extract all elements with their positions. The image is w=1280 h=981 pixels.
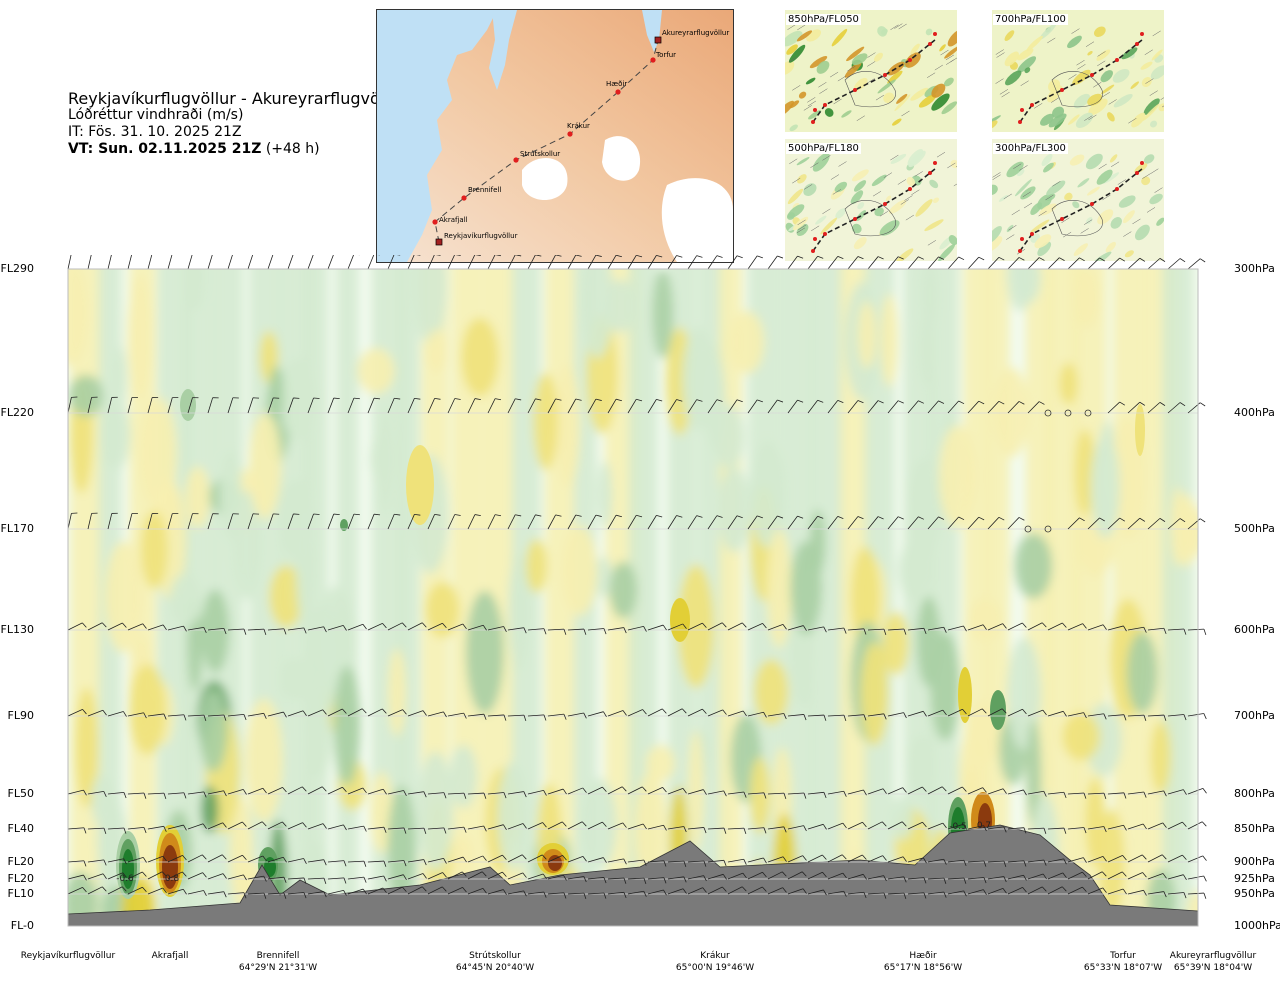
pressure-level-label: 800hPa xyxy=(1234,787,1275,800)
parameter-title: Lóðréttur vindhraði (m/s) xyxy=(68,107,244,123)
pressure-level-label: 500hPa xyxy=(1234,522,1275,535)
flight-level-label: FL50 xyxy=(7,787,34,800)
fjord xyxy=(489,10,517,90)
valid-time: VT: Sun. 02.11.2025 21Z (+48 h) xyxy=(68,141,405,158)
flight-level-label: FL20 xyxy=(7,872,34,885)
location-label: Torfur 65°33'N 18°07'W xyxy=(1063,950,1183,974)
pressure-level-label: 400hPa xyxy=(1234,406,1275,419)
pressure-level-label: 925hPa xyxy=(1234,872,1275,885)
waypoint-label: Krákur xyxy=(567,122,590,130)
mini-map: 500hPa/FL180 xyxy=(785,139,957,261)
pressure-level-label: 850hPa xyxy=(1234,822,1275,835)
waypoint-label: Torfur xyxy=(655,51,676,59)
cross-section-chart: -0.6 0.8 -0.5 0.7 xyxy=(0,252,1280,945)
flight-level-label: FL220 xyxy=(0,406,34,419)
route-line xyxy=(434,39,659,243)
extremum-label: 0.8 xyxy=(165,874,180,884)
pressure-level-label: 1000hPa xyxy=(1234,919,1280,932)
location-coord: 65°00'N 19°46'W xyxy=(675,963,755,973)
issue-time: IT: Fös. 31. 10. 2025 21Z xyxy=(68,124,242,140)
location-label: Krákur 65°00'N 19°46'W xyxy=(655,950,775,974)
flight-level-label: FL40 xyxy=(7,822,34,835)
mini-map-label: 300hPa/FL300 xyxy=(993,143,1068,154)
pressure-level-label: 950hPa xyxy=(1234,887,1275,900)
pressure-level-label: 600hPa xyxy=(1234,623,1275,636)
waypoint-markers: Reykjavíkurflugvöllur Akrafjall Brennifell… xyxy=(432,29,729,246)
waypoint-dot xyxy=(615,89,621,95)
pressure-level-label: 300hPa xyxy=(1234,262,1275,275)
chart-frame xyxy=(67,268,1199,927)
location-coord: 64°45'N 20°40'W xyxy=(455,963,535,973)
waypoint-label: Brennifell xyxy=(468,186,501,194)
flight-level-label: FL20 xyxy=(7,855,34,868)
route-title: Reykjavíkurflugvöllur - Akureyrarflugvöl… xyxy=(68,89,406,108)
location-label: Akrafjall xyxy=(110,950,230,962)
extremum-label: -0.5 xyxy=(949,822,967,832)
pressure-level-label: 700hPa xyxy=(1234,709,1275,722)
valid-time-date: VT: Sun. 02.11.2025 21Z xyxy=(68,141,262,157)
flight-level-label: FL130 xyxy=(0,623,34,636)
waypoint-dot xyxy=(567,131,573,137)
glacier-vatnajokull xyxy=(661,178,733,262)
location-name: Strútskollur xyxy=(469,951,521,961)
wind-barbs xyxy=(67,252,1207,899)
flight-level-label: FL-0 xyxy=(10,919,34,932)
waypoint-square xyxy=(435,238,443,246)
flight-level-label: FL90 xyxy=(7,709,34,722)
extremum-label: -0.6 xyxy=(116,874,134,884)
mini-map-svg xyxy=(785,10,957,132)
cross-section-svg: -0.6 0.8 -0.5 0.7 xyxy=(67,252,1207,927)
location-name: Brennifell xyxy=(256,951,300,961)
sea-west xyxy=(377,10,497,262)
flight-level-label: FL290 xyxy=(0,262,34,275)
mini-map-label: 500hPa/FL180 xyxy=(786,143,861,154)
location-name: Akureyrarflugvöllur xyxy=(1169,951,1257,961)
waypoint-dot xyxy=(461,195,467,201)
terrain-profile xyxy=(68,824,1198,926)
flight-level-label: FL170 xyxy=(0,522,34,535)
valid-time-offset: (+48 h) xyxy=(265,141,320,157)
pressure-level-label: 900hPa xyxy=(1234,855,1275,868)
waypoint-label: Akrafjall xyxy=(439,216,468,224)
glacier-hofsjokull xyxy=(602,136,641,181)
extremum-label: 0.7 xyxy=(977,821,991,831)
mini-map: 700hPa/FL100 xyxy=(992,10,1164,132)
location-name: Krákur xyxy=(700,951,730,961)
location-coord: 65°33'N 18°07'W xyxy=(1083,963,1163,973)
location-label: Brennifell 64°29'N 21°31'W xyxy=(218,950,338,974)
waypoint-label: Akureyrarflugvöllur xyxy=(662,29,729,37)
location-label: Hæðir 65°17'N 18°56'W xyxy=(863,950,983,974)
location-label: Akureyrarflugvöllur 65°39'N 18°04'W xyxy=(1153,950,1273,974)
waypoint-label: Reykjavíkurflugvöllur xyxy=(444,232,518,240)
glacier-langjokull xyxy=(522,158,568,200)
flight-level-label: FL10 xyxy=(7,887,34,900)
location-name: Torfur xyxy=(1110,951,1136,961)
waypoint-label: Strútskollur xyxy=(520,150,560,158)
waypoint-label: Hæðir xyxy=(606,80,627,88)
route-map-svg: Reykjavíkurflugvöllur Akrafjall Brennifell… xyxy=(377,10,733,262)
location-name: Akrafjall xyxy=(151,951,189,961)
location-coord: 64°29'N 21°31'W xyxy=(238,963,318,973)
waypoint-dot xyxy=(650,57,656,63)
waypoint-square xyxy=(654,36,662,44)
mini-map: 300hPa/FL300 xyxy=(992,139,1164,261)
location-label: Strútskollur 64°45'N 20°40'W xyxy=(435,950,555,974)
mini-map-svg xyxy=(992,10,1164,132)
location-name: Reykjavíkurflugvöllur xyxy=(20,951,116,961)
vertical-velocity-field xyxy=(68,269,1198,926)
mini-map-label: 700hPa/FL100 xyxy=(993,14,1068,25)
route-map: Reykjavíkurflugvöllur Akrafjall Brennifell… xyxy=(376,9,734,263)
waypoint-dot xyxy=(513,157,519,163)
location-coord: 65°17'N 18°56'W xyxy=(883,963,963,973)
mini-map-label: 850hPa/FL050 xyxy=(786,14,861,25)
waypoint-dot xyxy=(432,219,438,225)
location-coord: 65°39'N 18°04'W xyxy=(1173,963,1253,973)
location-name: Hæðir xyxy=(909,951,937,961)
mini-map-svg xyxy=(992,139,1164,261)
title-block: Reykjavíkurflugvöllur - Akureyrarflugvöl… xyxy=(68,90,405,158)
mini-map: 850hPa/FL050 xyxy=(785,10,957,132)
mini-map-svg xyxy=(785,139,957,261)
location-label: Reykjavíkurflugvöllur xyxy=(8,950,128,962)
